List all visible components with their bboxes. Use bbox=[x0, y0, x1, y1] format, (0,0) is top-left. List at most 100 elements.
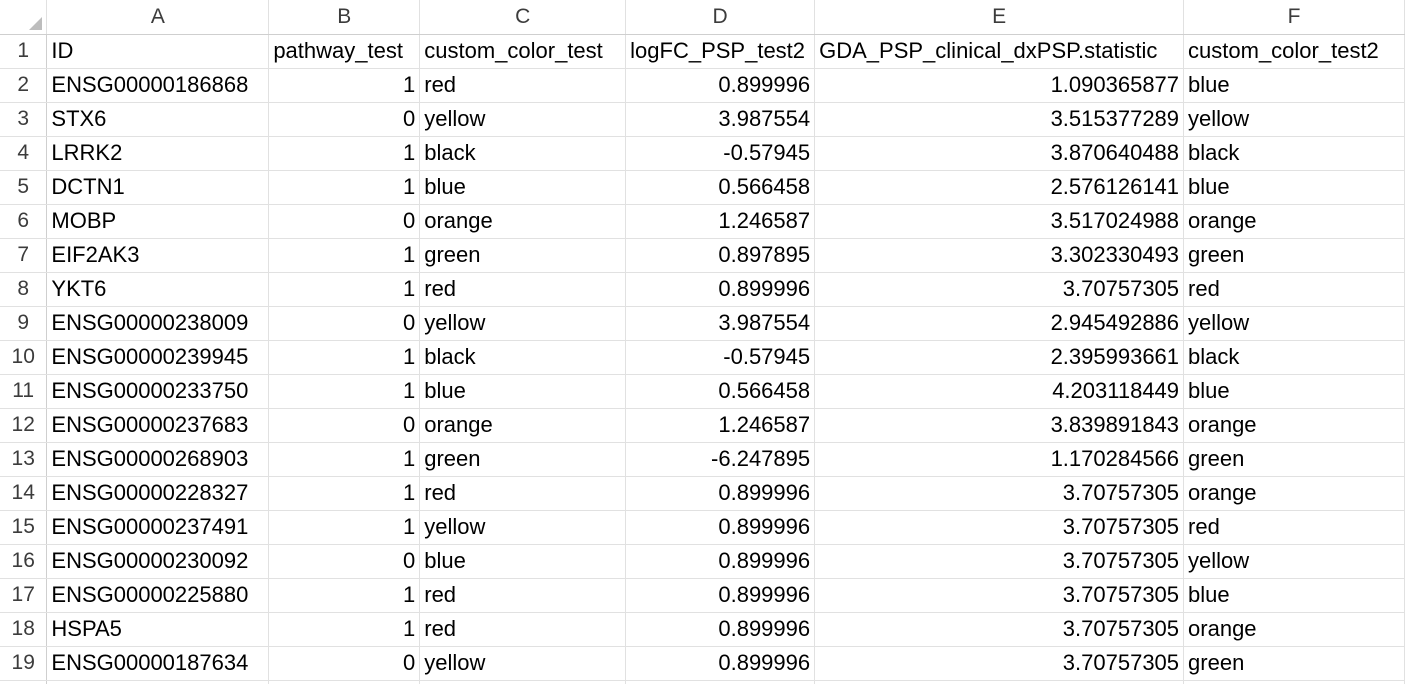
cell-f[interactable]: green bbox=[1183, 442, 1405, 477]
cell-c[interactable]: green bbox=[419, 238, 627, 273]
cell-f[interactable]: red bbox=[1183, 510, 1405, 545]
cell-e[interactable]: 3.839891843 bbox=[814, 408, 1185, 443]
cell-c[interactable]: blue bbox=[419, 374, 627, 409]
cell-e[interactable]: 3.70757305 bbox=[814, 578, 1185, 613]
cell-a[interactable]: ENSG00000225880 bbox=[46, 578, 270, 613]
cell-e[interactable]: 3.70757305 bbox=[814, 544, 1185, 579]
cell-c[interactable]: orange bbox=[419, 408, 627, 443]
column-header-c[interactable]: C bbox=[419, 0, 627, 35]
cell-d[interactable]: 0.899996 bbox=[625, 646, 816, 681]
row-header[interactable]: 7 bbox=[0, 238, 48, 273]
cell-e[interactable]: GDA_PSP_clinical_dxPSP.statistic bbox=[814, 34, 1185, 69]
row-header[interactable]: 11 bbox=[0, 374, 48, 409]
cell-d[interactable]: logFC_PSP_test2 bbox=[625, 34, 816, 69]
cell-b[interactable]: 0 bbox=[268, 102, 421, 137]
cell-d[interactable]: 0.899996 bbox=[625, 578, 816, 613]
cell-f[interactable] bbox=[1183, 680, 1405, 684]
cell-d[interactable]: 0.566458 bbox=[625, 170, 816, 205]
cell-a[interactable]: ENSG00000186868 bbox=[46, 68, 270, 103]
cell-e[interactable]: 3.70757305 bbox=[814, 646, 1185, 681]
cell-c[interactable]: yellow bbox=[419, 510, 627, 545]
cell-d[interactable]: -0.57945 bbox=[625, 136, 816, 171]
cell-c[interactable]: black bbox=[419, 340, 627, 375]
cell-d[interactable]: 0.566458 bbox=[625, 374, 816, 409]
cell-c[interactable]: yellow bbox=[419, 646, 627, 681]
cell-e[interactable]: 3.70757305 bbox=[814, 476, 1185, 511]
cell-d[interactable]: 0.899996 bbox=[625, 272, 816, 307]
cell-a[interactable]: EIF2AK3 bbox=[46, 238, 270, 273]
cell-f[interactable]: yellow bbox=[1183, 306, 1405, 341]
cell-b[interactable]: 1 bbox=[268, 68, 421, 103]
cell-d[interactable]: 3.987554 bbox=[625, 102, 816, 137]
cell-c[interactable]: orange bbox=[419, 204, 627, 239]
cell-f[interactable]: blue bbox=[1183, 170, 1405, 205]
cell-f[interactable]: red bbox=[1183, 272, 1405, 307]
cell-d[interactable]: 0.897895 bbox=[625, 238, 816, 273]
cell-e[interactable]: 3.517024988 bbox=[814, 204, 1185, 239]
row-header[interactable]: 19 bbox=[0, 646, 48, 681]
cell-e[interactable]: 3.70757305 bbox=[814, 510, 1185, 545]
cell-f[interactable]: orange bbox=[1183, 476, 1405, 511]
cell-a[interactable]: ENSG00000228327 bbox=[46, 476, 270, 511]
row-header[interactable]: 14 bbox=[0, 476, 48, 511]
cell-b[interactable]: 0 bbox=[268, 408, 421, 443]
cell-a[interactable]: ENSG00000187634 bbox=[46, 646, 270, 681]
cell-a[interactable]: ENSG00000233750 bbox=[46, 374, 270, 409]
cell-e[interactable]: 2.945492886 bbox=[814, 306, 1185, 341]
row-header[interactable]: 9 bbox=[0, 306, 48, 341]
cell-d[interactable] bbox=[625, 680, 816, 684]
cell-e[interactable]: 2.576126141 bbox=[814, 170, 1185, 205]
cell-a[interactable] bbox=[46, 680, 270, 684]
select-all-corner[interactable] bbox=[0, 0, 48, 35]
cell-e[interactable]: 3.870640488 bbox=[814, 136, 1185, 171]
row-header[interactable]: 4 bbox=[0, 136, 48, 171]
cell-e[interactable]: 4.203118449 bbox=[814, 374, 1185, 409]
cell-f[interactable]: black bbox=[1183, 136, 1405, 171]
cell-c[interactable]: red bbox=[419, 68, 627, 103]
cell-d[interactable]: 1.246587 bbox=[625, 408, 816, 443]
row-header[interactable]: 15 bbox=[0, 510, 48, 545]
cell-e[interactable]: 3.70757305 bbox=[814, 272, 1185, 307]
cell-a[interactable]: STX6 bbox=[46, 102, 270, 137]
cell-e[interactable]: 3.302330493 bbox=[814, 238, 1185, 273]
cell-b[interactable]: 0 bbox=[268, 306, 421, 341]
cell-e[interactable] bbox=[814, 680, 1185, 684]
cell-f[interactable]: yellow bbox=[1183, 102, 1405, 137]
cell-b[interactable]: 1 bbox=[268, 442, 421, 477]
cell-b[interactable]: 1 bbox=[268, 578, 421, 613]
cell-e[interactable]: 2.395993661 bbox=[814, 340, 1185, 375]
cell-b[interactable]: 0 bbox=[268, 646, 421, 681]
cell-b[interactable]: 1 bbox=[268, 136, 421, 171]
cell-c[interactable]: red bbox=[419, 476, 627, 511]
cell-b[interactable]: 1 bbox=[268, 238, 421, 273]
row-header[interactable]: 10 bbox=[0, 340, 48, 375]
row-header[interactable]: 16 bbox=[0, 544, 48, 579]
row-header[interactable]: 18 bbox=[0, 612, 48, 647]
cell-d[interactable]: 1.246587 bbox=[625, 204, 816, 239]
cell-d[interactable]: 0.899996 bbox=[625, 476, 816, 511]
cell-c[interactable]: yellow bbox=[419, 102, 627, 137]
cell-a[interactable]: YKT6 bbox=[46, 272, 270, 307]
cell-b[interactable]: 0 bbox=[268, 544, 421, 579]
cell-a[interactable]: ENSG00000238009 bbox=[46, 306, 270, 341]
row-header[interactable]: 17 bbox=[0, 578, 48, 613]
cell-d[interactable]: -0.57945 bbox=[625, 340, 816, 375]
cell-e[interactable]: 1.090365877 bbox=[814, 68, 1185, 103]
cell-b[interactable]: 1 bbox=[268, 612, 421, 647]
cell-e[interactable]: 3.70757305 bbox=[814, 612, 1185, 647]
row-header[interactable]: 20 bbox=[0, 680, 48, 684]
cell-a[interactable]: LRRK2 bbox=[46, 136, 270, 171]
cell-b[interactable]: 1 bbox=[268, 374, 421, 409]
cell-b[interactable]: 1 bbox=[268, 272, 421, 307]
cell-e[interactable]: 3.515377289 bbox=[814, 102, 1185, 137]
row-header[interactable]: 8 bbox=[0, 272, 48, 307]
cell-a[interactable]: ENSG00000237683 bbox=[46, 408, 270, 443]
row-header[interactable]: 3 bbox=[0, 102, 48, 137]
cell-a[interactable]: ID bbox=[46, 34, 270, 69]
cell-f[interactable]: custom_color_test2 bbox=[1183, 34, 1405, 69]
cell-d[interactable]: 0.899996 bbox=[625, 612, 816, 647]
cell-f[interactable]: green bbox=[1183, 238, 1405, 273]
cell-a[interactable]: ENSG00000239945 bbox=[46, 340, 270, 375]
row-header[interactable]: 6 bbox=[0, 204, 48, 239]
cell-a[interactable]: HSPA5 bbox=[46, 612, 270, 647]
